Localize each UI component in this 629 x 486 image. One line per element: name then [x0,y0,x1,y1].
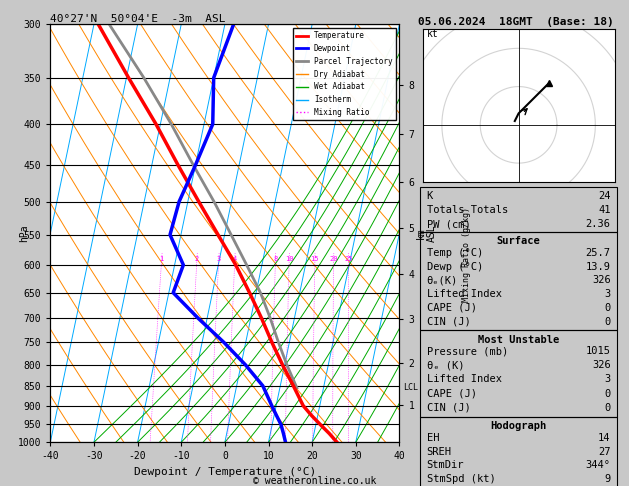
X-axis label: Dewpoint / Temperature (°C): Dewpoint / Temperature (°C) [134,467,316,477]
Text: 326: 326 [592,275,611,285]
Text: SREH: SREH [426,447,452,457]
Text: © weatheronline.co.uk: © weatheronline.co.uk [253,476,376,486]
Text: Pressure (mb): Pressure (mb) [426,346,508,356]
Text: θₑ(K): θₑ(K) [426,275,458,285]
Text: Totals Totals: Totals Totals [426,206,508,215]
Text: 0: 0 [604,403,611,413]
Text: 25.7: 25.7 [586,248,611,258]
Text: 20: 20 [330,256,338,262]
Legend: Temperature, Dewpoint, Parcel Trajectory, Dry Adiabat, Wet Adiabat, Isotherm, Mi: Temperature, Dewpoint, Parcel Trajectory… [293,28,396,120]
Text: Lifted Index: Lifted Index [426,375,501,384]
Text: 41: 41 [598,206,611,215]
Text: 3: 3 [216,256,221,262]
Text: 2: 2 [195,256,199,262]
Bar [421,330,617,417]
Text: 1015: 1015 [586,346,611,356]
Text: 40°27'N  50°04'E  -3m  ASL: 40°27'N 50°04'E -3m ASL [50,14,226,23]
Text: θₑ (K): θₑ (K) [426,360,464,370]
Text: 14: 14 [598,433,611,443]
Text: kt: kt [426,29,438,39]
Bar [421,232,617,330]
Text: CAPE (J): CAPE (J) [426,389,477,399]
Text: K: K [426,191,433,202]
Text: 344°: 344° [586,460,611,470]
Text: 15: 15 [311,256,319,262]
Text: 0: 0 [604,303,611,313]
Y-axis label: km
ASL: km ASL [416,225,437,242]
Text: CIN (J): CIN (J) [426,403,470,413]
Text: Surface: Surface [497,236,540,246]
Text: CAPE (J): CAPE (J) [426,303,477,313]
Text: 24: 24 [598,191,611,202]
Text: Dewp (°C): Dewp (°C) [426,261,483,272]
Text: Most Unstable: Most Unstable [478,334,559,345]
Text: Lifted Index: Lifted Index [426,289,501,299]
Text: StmSpd (kt): StmSpd (kt) [426,474,496,484]
Text: 25: 25 [345,256,353,262]
Text: 27: 27 [598,447,611,457]
Text: 3: 3 [604,375,611,384]
Text: StmDir: StmDir [426,460,464,470]
Text: 3: 3 [604,289,611,299]
Text: hPa: hPa [19,225,29,242]
Text: PW (cm): PW (cm) [426,220,470,229]
Bar [421,187,617,232]
Text: EH: EH [426,433,439,443]
Text: 9: 9 [604,474,611,484]
Text: 1: 1 [160,256,164,262]
Text: 0: 0 [604,389,611,399]
Text: LCL: LCL [404,383,418,392]
Text: 0: 0 [604,316,611,327]
Bar [421,417,617,486]
Text: 10: 10 [285,256,294,262]
Text: 13.9: 13.9 [586,261,611,272]
Text: 326: 326 [592,360,611,370]
Text: 05.06.2024  18GMT  (Base: 18): 05.06.2024 18GMT (Base: 18) [418,17,614,27]
Text: CIN (J): CIN (J) [426,316,470,327]
Text: Temp (°C): Temp (°C) [426,248,483,258]
Text: Mixing Ratio (g/kg): Mixing Ratio (g/kg) [462,207,471,302]
Text: Hodograph: Hodograph [491,421,547,432]
Text: 4: 4 [233,256,237,262]
Text: 2.36: 2.36 [586,220,611,229]
Text: 8: 8 [274,256,277,262]
